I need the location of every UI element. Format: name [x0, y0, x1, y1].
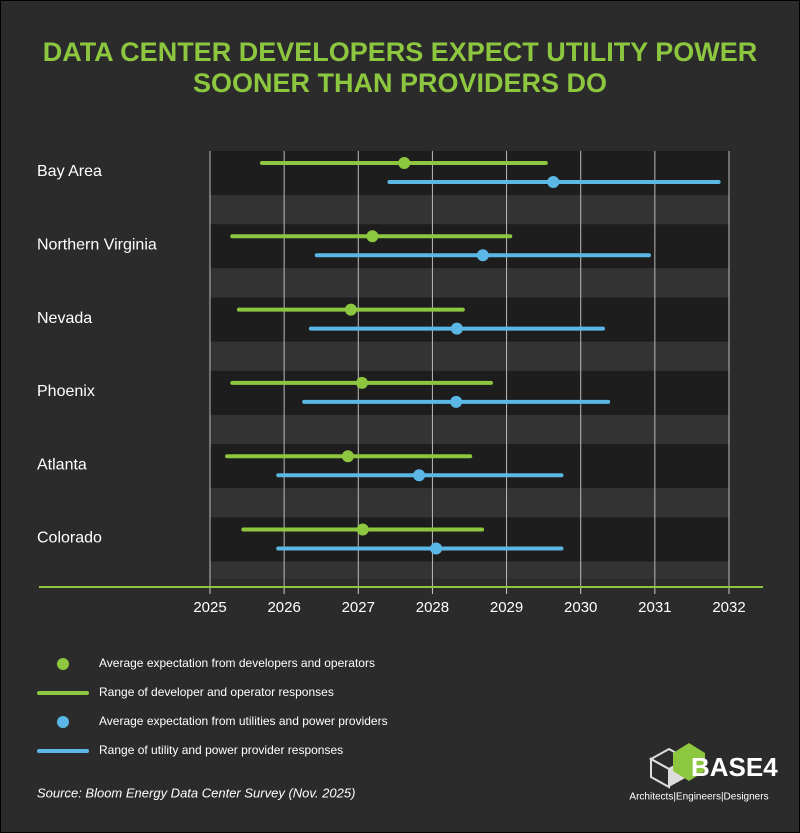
band-dark [210, 517, 729, 562]
band-dark [210, 224, 729, 269]
average-dot [398, 157, 411, 169]
logo-name: BASE4 [691, 752, 778, 782]
legend-dot [57, 658, 69, 670]
category-label: Bay Area [37, 163, 102, 180]
band-light [210, 414, 729, 445]
band-dark [210, 151, 729, 195]
average-dot [450, 322, 463, 335]
category-label: Northern Virginia [37, 237, 157, 254]
category-label: Phoenix [37, 383, 95, 400]
x-tick-label: 2028 [416, 599, 449, 616]
plot [209, 151, 730, 594]
band-light [210, 268, 729, 298]
x-tick-label: 2032 [712, 599, 745, 616]
x-tick-label: 2030 [564, 599, 597, 616]
average-dot [476, 249, 489, 262]
average-dot [450, 395, 463, 408]
legend-label: Average expectation from utilities and p… [99, 714, 388, 728]
legend-dot [57, 716, 69, 728]
logo: BASE4 Architects|Engineers|Designers [629, 743, 778, 803]
legend-label: Range of utility and power provider resp… [99, 743, 343, 757]
x-tick-label: 2026 [267, 599, 300, 616]
x-tick-label: 2031 [638, 599, 671, 616]
band-light [210, 488, 729, 518]
legend-label: Average expectation from developers and … [99, 656, 375, 670]
x-tick-label: 2025 [193, 599, 226, 616]
band-light [210, 195, 729, 225]
average-dot [430, 542, 443, 555]
x-tick-label: 2027 [342, 599, 375, 616]
average-dot [356, 523, 369, 536]
logo-tagline: Architects|Engineers|Designers [629, 792, 768, 803]
band-dark [210, 297, 729, 342]
chart-title: DATA CENTER DEVELOPERS EXPECT UTILITY PO… [42, 37, 758, 98]
average-dot [413, 469, 426, 482]
category-label: Atlanta [37, 456, 87, 473]
legend-label: Range of developer and operator response… [99, 685, 334, 699]
average-dot [355, 376, 368, 389]
average-dot [341, 450, 354, 463]
category-label: Nevada [37, 310, 92, 327]
x-tick-label: 2029 [490, 599, 523, 616]
category-label: Colorado [37, 530, 102, 547]
band-light [210, 561, 729, 579]
average-dot [547, 176, 560, 188]
average-dot [366, 230, 379, 243]
band-dark [210, 370, 729, 415]
source: Source: Bloom Energy Data Center Survey … [37, 785, 355, 800]
band-light [210, 341, 729, 371]
average-dot [344, 303, 357, 316]
band-dark [210, 444, 729, 489]
